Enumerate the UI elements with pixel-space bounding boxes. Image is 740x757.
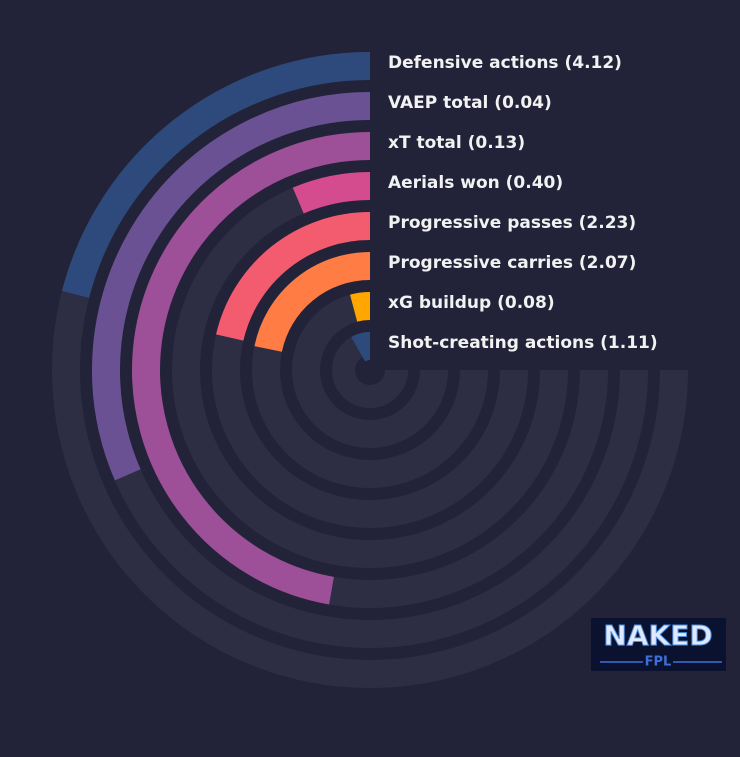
bar xyxy=(61,52,371,298)
logo-top: NAKED xyxy=(603,619,712,652)
bar xyxy=(254,252,371,353)
bar xyxy=(132,132,371,605)
category-label: Shot-creating actions (1.11) xyxy=(388,333,658,353)
logo-gap xyxy=(643,655,673,669)
center-dot xyxy=(355,355,385,385)
logo: NAKED FPL xyxy=(591,618,726,671)
track xyxy=(172,172,568,568)
bar xyxy=(216,212,371,341)
category-label: Progressive carries (2.07) xyxy=(388,253,636,273)
bar xyxy=(351,332,371,362)
bar xyxy=(292,172,371,214)
category-label: xG buildup (0.08) xyxy=(388,293,555,313)
category-label: xT total (0.13) xyxy=(388,133,525,153)
category-label: VAEP total (0.04) xyxy=(388,93,552,113)
category-label: Defensive actions (4.12) xyxy=(388,53,622,73)
logo-bottom: FPL xyxy=(645,655,672,670)
track xyxy=(332,332,408,408)
category-label: Progressive passes (2.23) xyxy=(388,213,636,233)
category-label: Aerials won (0.40) xyxy=(388,173,563,193)
bar xyxy=(350,292,371,322)
bar xyxy=(92,92,371,481)
track xyxy=(292,292,448,448)
